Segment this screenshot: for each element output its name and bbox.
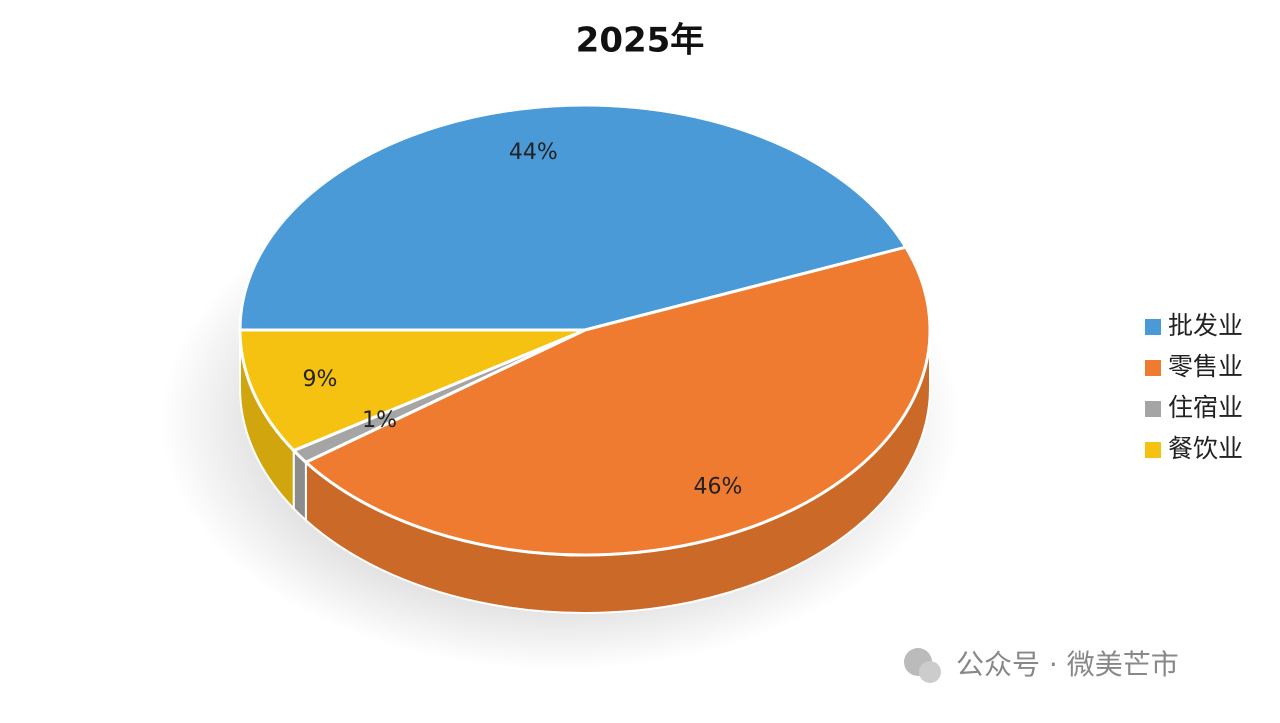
- chart-title: 2025年: [576, 21, 705, 61]
- legend-label: 住宿业: [1168, 393, 1243, 422]
- legend-swatch: [1145, 360, 1161, 376]
- legend-label: 批发业: [1168, 311, 1243, 340]
- legend-swatch: [1145, 401, 1161, 417]
- legend-swatch: [1145, 319, 1161, 335]
- slice: [303, 245, 932, 557]
- data-label: 46%: [694, 475, 743, 500]
- slice: [238, 103, 909, 332]
- watermark: 公众号 · 微美芒市: [904, 648, 1179, 683]
- slice: [238, 328, 586, 453]
- legend-label: 零售业: [1168, 352, 1243, 381]
- watermark-icon: [919, 661, 941, 683]
- data-label: 1%: [362, 408, 397, 433]
- legend-label: 餐饮业: [1168, 434, 1243, 463]
- watermark-text: 公众号 · 微美芒市: [956, 648, 1179, 681]
- legend-swatch: [1145, 442, 1161, 458]
- data-label: 44%: [509, 140, 558, 165]
- data-label: 9%: [303, 367, 338, 392]
